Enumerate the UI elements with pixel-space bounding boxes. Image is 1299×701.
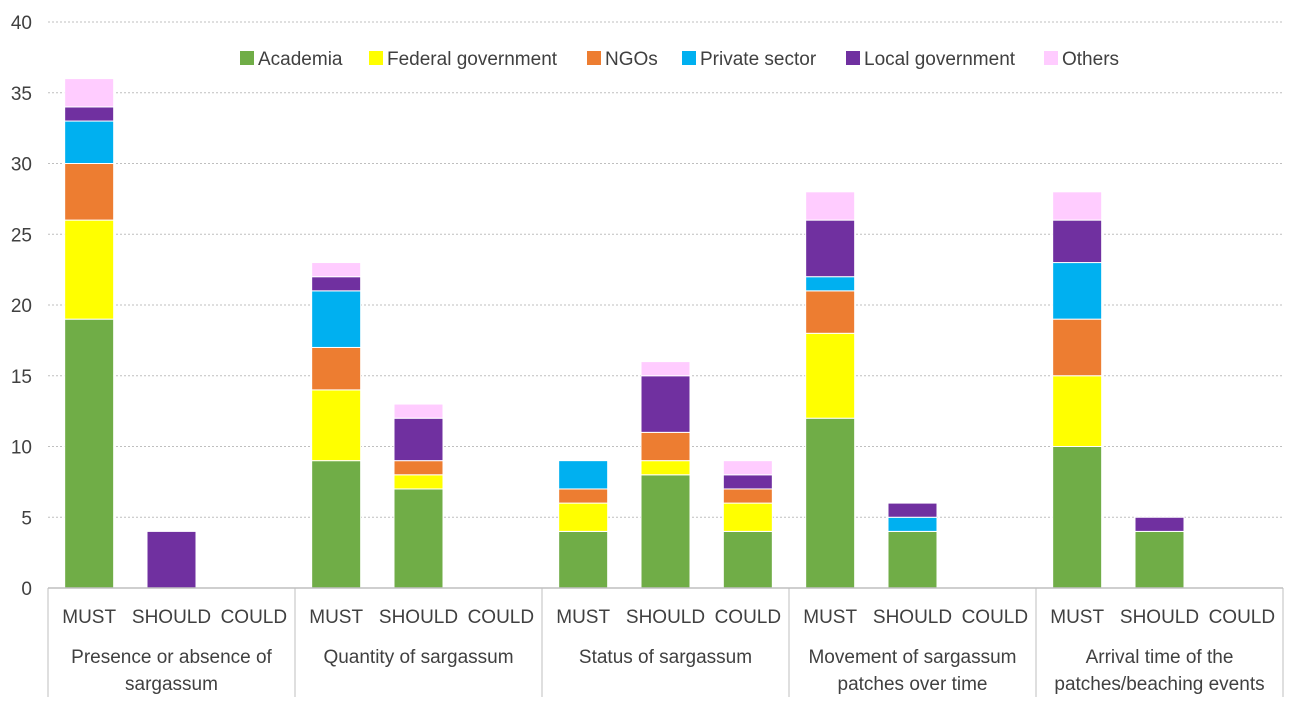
- bar-segment: [640, 431, 691, 462]
- y-tick-label: 25: [11, 225, 32, 246]
- bar-segment: [1052, 219, 1103, 264]
- legend-swatch: [1044, 51, 1058, 65]
- bar-segment: [887, 502, 938, 518]
- bar-segment: [311, 460, 362, 589]
- x-group-label: Quantity of sargassum: [323, 647, 513, 668]
- legend-swatch: [240, 51, 254, 65]
- bar-segment: [805, 191, 856, 221]
- legend-label: Private sector: [700, 49, 817, 70]
- x-subcategory-label: MUST: [309, 607, 363, 628]
- x-subcategory-label: COULD: [468, 607, 535, 628]
- bar-segment: [64, 318, 115, 589]
- bar-segment: [887, 516, 938, 532]
- x-subcategory-label: COULD: [715, 607, 782, 628]
- legend-swatch: [369, 51, 383, 65]
- bar-segment: [805, 417, 856, 589]
- axes: 0 5 10 15 20 25 30 35 40 MUST SHOULD COULD Presence …: [11, 13, 1284, 697]
- y-tick-label: 35: [11, 84, 32, 105]
- legend-swatch: [682, 51, 696, 65]
- bar-segment: [805, 276, 856, 292]
- bar-segment: [558, 460, 609, 490]
- bar-segment: [640, 375, 691, 433]
- y-tick-label: 15: [11, 367, 32, 388]
- legend-label: Federal government: [387, 49, 558, 70]
- bar-segment: [311, 389, 362, 462]
- bar-segment: [393, 488, 444, 589]
- bar-segment: [558, 488, 609, 504]
- bar-segment: [1052, 318, 1103, 377]
- x-group-label: patches over time: [838, 674, 988, 695]
- bar-segment: [722, 474, 773, 490]
- x-subcategory-label: MUST: [1050, 607, 1104, 628]
- legend-label: Others: [1062, 49, 1119, 70]
- x-subcategory-label: MUST: [62, 607, 116, 628]
- bar-segment: [558, 530, 609, 589]
- x-group-label: Movement of sargassum: [808, 647, 1016, 668]
- bar-segment: [64, 163, 115, 221]
- bar-segment: [146, 530, 197, 589]
- bar-segment: [805, 290, 856, 334]
- bar-segment: [640, 474, 691, 589]
- bar-segment: [558, 502, 609, 532]
- bars: [64, 78, 1185, 589]
- x-group-label: Status of sargassum: [579, 647, 752, 668]
- x-group-label: Presence or absence of: [71, 647, 272, 668]
- x-subcategory-label: SHOULD: [1120, 607, 1199, 628]
- bar-segment: [805, 332, 856, 419]
- bar-segment: [64, 106, 115, 122]
- bar-segment: [393, 474, 444, 490]
- bar-segment: [64, 120, 115, 165]
- bar-segment: [311, 346, 362, 391]
- x-group-label: Arrival time of the: [1086, 647, 1234, 668]
- bar-segment: [1052, 375, 1103, 447]
- bar-segment: [1052, 191, 1103, 221]
- bar-segment: [887, 530, 938, 589]
- legend-label: Academia: [258, 49, 343, 70]
- x-subcategory-label: SHOULD: [873, 607, 952, 628]
- y-tick-label: 5: [21, 508, 32, 529]
- y-tick-label: 20: [11, 296, 32, 317]
- bar-segment: [1052, 262, 1103, 320]
- x-subcategory-label: SHOULD: [626, 607, 705, 628]
- legend: Academia Federal government NGOs Private se…: [240, 49, 1119, 70]
- x-subcategory-label: MUST: [803, 607, 857, 628]
- bar-segment: [1134, 516, 1185, 532]
- x-group-label: sargassum: [125, 674, 218, 695]
- y-tick-label: 10: [11, 438, 32, 459]
- bar-segment: [393, 417, 444, 462]
- x-subcategory-label: COULD: [221, 607, 288, 628]
- legend-swatch: [846, 51, 860, 65]
- bar-segment: [311, 262, 362, 278]
- x-subcategory-label: MUST: [556, 607, 610, 628]
- bar-segment: [722, 488, 773, 504]
- legend-swatch: [587, 51, 601, 65]
- bar-segment: [64, 78, 115, 108]
- bar-segment: [640, 460, 691, 476]
- bar-segment: [393, 403, 444, 419]
- x-subcategory-label: COULD: [1209, 607, 1276, 628]
- legend-label: Local government: [864, 49, 1016, 70]
- bar-segment: [722, 502, 773, 532]
- bar-segment: [311, 276, 362, 292]
- bar-segment: [393, 460, 444, 476]
- x-subcategory-label: SHOULD: [132, 607, 211, 628]
- y-tick-label: 30: [11, 155, 32, 176]
- y-tick-label: 40: [11, 13, 32, 34]
- x-subcategory-label: COULD: [962, 607, 1029, 628]
- bar-segment: [722, 460, 773, 476]
- x-group-label: patches/beaching events: [1054, 674, 1264, 695]
- bar-segment: [640, 361, 691, 377]
- bar-segment: [1134, 530, 1185, 589]
- x-subcategory-label: SHOULD: [379, 607, 458, 628]
- bar-segment: [722, 530, 773, 589]
- bar-segment: [311, 290, 362, 348]
- legend-label: NGOs: [605, 49, 658, 70]
- bar-segment: [64, 219, 115, 320]
- bar-segment: [1052, 446, 1103, 589]
- bar-segment: [805, 219, 856, 278]
- y-tick-label: 0: [21, 579, 32, 600]
